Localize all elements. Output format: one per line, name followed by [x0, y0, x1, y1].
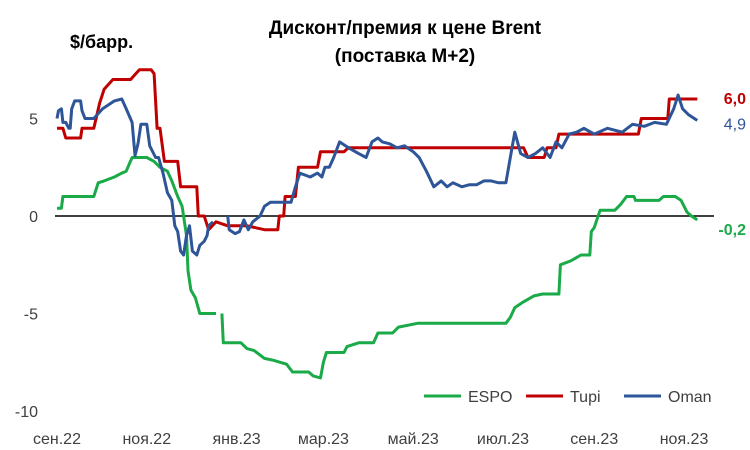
- end-label-espo: -0,2: [718, 222, 746, 239]
- chart-title-line1: Дисконт/премия к цене Brent: [268, 18, 542, 39]
- chart-title-line2: (поставка М+2): [334, 46, 476, 67]
- x-tick-label: янв.23: [212, 431, 260, 448]
- y-axis-unit-label: $/барр.: [70, 32, 134, 52]
- x-tick-label: ноя.23: [660, 431, 709, 448]
- x-tick-label: сен.23: [570, 431, 618, 448]
- x-tick-label: сен.22: [33, 431, 81, 448]
- legend-label-espo: ESPO: [468, 389, 512, 406]
- y-tick-label: -5: [24, 307, 38, 324]
- x-tick-label: ноя.22: [122, 431, 171, 448]
- x-tick-label: май.23: [388, 431, 439, 448]
- y-tick-label: 0: [29, 209, 38, 226]
- x-tick-label: июл.23: [477, 431, 529, 448]
- legend-label-tupi: Tupi: [570, 389, 601, 406]
- legend-label-oman: Oman: [668, 389, 712, 406]
- end-label-tupi: 6,0: [724, 91, 746, 108]
- y-tick-label: 5: [29, 112, 38, 129]
- series-line-oman: [55, 93, 699, 257]
- series-line-espo: [57, 156, 699, 380]
- end-label-oman: 4,9: [724, 116, 746, 133]
- x-tick-label: мар.23: [298, 431, 349, 448]
- y-tick-label: -10: [15, 404, 38, 421]
